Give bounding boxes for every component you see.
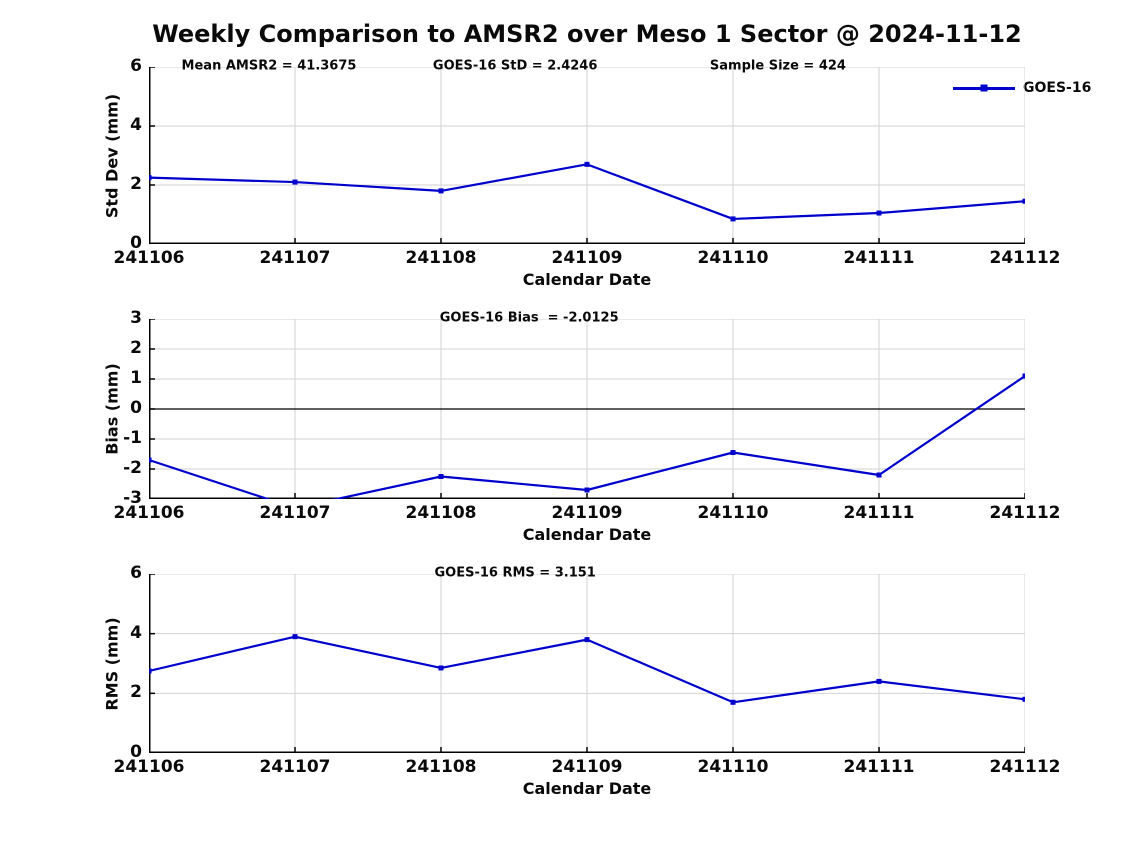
x-tick-label: 241106 [113,503,185,523]
figure-title: Weekly Comparison to AMSR2 over Meso 1 S… [152,20,1022,48]
y-tick-label: 0 [130,742,142,762]
subplot-std-dev: Mean AMSR2 = 41.3675 GOES-16 StD = 2.4246… [103,56,1061,289]
data-point-marker [292,179,298,185]
data-point-marker [292,634,298,640]
y-tick-label: 2 [130,174,142,194]
subplot-annotation: Sample Size = 424 [709,58,846,74]
data-point-marker [1022,696,1025,702]
x-tick-label: 241112 [989,757,1061,777]
x-tick-label: 241107 [259,503,331,523]
x-tick-label: 241107 [259,757,331,777]
x-axis-label: Calendar Date [522,270,652,289]
data-point-marker [149,175,152,181]
x-axis-label: Calendar Date [522,779,652,798]
x-tick-label: 241112 [989,248,1061,268]
data-point-marker [1022,373,1025,379]
y-tick-label: -1 [123,428,142,448]
x-tick-label: 241107 [259,248,331,268]
data-point-marker [730,450,736,455]
y-tick-label: -2 [123,458,142,478]
y-tick-label: 4 [130,115,142,135]
y-axis-label: Std Dev (mm) [102,93,122,218]
data-point-marker [438,474,444,479]
data-point-marker [730,216,736,222]
plot-area-std-dev [149,67,1025,244]
y-tick-label: 4 [130,622,142,643]
x-tick-label: 241110 [697,503,769,523]
data-point-marker [876,472,882,478]
x-tick-label: 241111 [843,248,915,268]
y-tick-label: 2 [130,338,142,358]
y-tick-label: 2 [130,682,142,703]
data-point-marker [149,457,152,463]
x-tick-label: 241109 [551,248,623,268]
y-tick-label: 0 [130,398,142,418]
x-tick-label: 241110 [697,248,769,268]
subplot-annotation: GOES-16 StD = 2.4246 [432,58,598,74]
y-axis-label: RMS (mm) [102,616,122,711]
data-point-marker [149,668,152,674]
data-point-marker [584,637,590,643]
y-tick-label: 6 [130,563,142,583]
data-point-marker [438,665,444,671]
x-tick-label: 241108 [405,757,477,777]
x-tick-label: 241108 [405,503,477,523]
legend-label: GOES-16 [1023,80,1092,96]
data-point-marker [584,161,590,167]
data-point-marker [438,188,444,194]
y-tick-label: 3 [130,308,142,328]
x-tick-label: 241110 [697,757,769,777]
subplot-annotation: GOES-16 RMS = 3.151 [434,565,596,581]
y-tick-label: -3 [123,488,142,508]
data-point-marker [730,699,736,705]
data-point-marker [1022,198,1025,204]
data-point-marker [876,210,882,216]
y-axis-label: Bias (mm) [102,363,122,455]
plot-area-bias [149,319,1025,499]
x-tick-label: 241111 [843,757,915,777]
x-tick-label: 241106 [113,248,185,268]
x-tick-label: 241111 [843,503,915,523]
x-axis-label: Calendar Date [522,525,652,544]
x-tick-label: 241108 [405,248,477,268]
data-point-marker [584,487,590,493]
x-tick-label: 241106 [113,757,185,777]
legend: GOES-16 [953,79,1091,97]
data-point-marker [876,678,882,684]
y-tick-label: 6 [130,56,142,76]
plot-area-rms [149,574,1025,753]
y-tick-label: 1 [130,368,142,388]
y-tick-label: 0 [130,233,142,253]
x-tick-label: 241112 [989,503,1061,523]
subplot-annotation: GOES-16 Bias = -2.0125 [439,310,619,326]
legend-marker [980,84,988,92]
x-tick-label: 241109 [551,503,623,523]
subplot-bias: GOES-16 Bias = -2.0125 241106 241107 241108… [103,308,1061,544]
subplot-rms: GOES-16 RMS = 3.151 241106 241107 241108 241… [103,563,1061,798]
legend-line-sample [953,84,1015,92]
subplot-annotation: Mean AMSR2 = 41.3675 [181,58,357,74]
x-tick-label: 241109 [551,757,623,777]
